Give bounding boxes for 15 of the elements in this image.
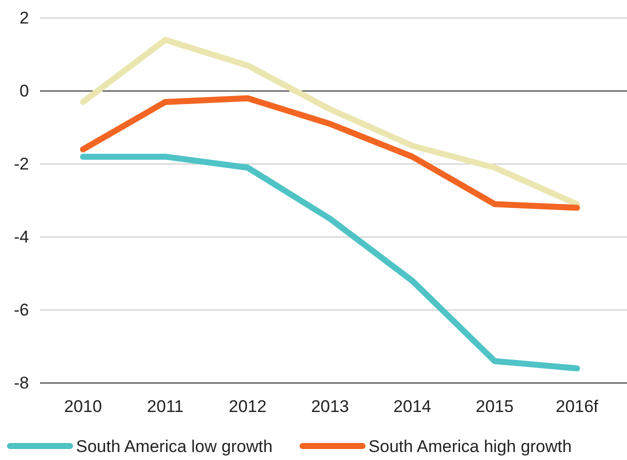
y-tick-label: -4 [14,227,29,246]
x-tick-label: 2014 [393,397,432,416]
y-tick-label: 0 [20,81,29,100]
y-tick-label: -6 [14,300,29,320]
x-tick-label: 2012 [228,397,267,416]
legend-label: South America low growth [76,437,273,456]
y-tick-label: 2 [20,8,29,28]
y-tick-label: -2 [14,154,29,174]
x-tick-label: 2015 [476,397,514,416]
legend-label: South America high growth [368,437,572,456]
x-tick-label: 2013 [311,397,349,416]
x-tick-label: 2011 [147,397,184,416]
y-tick-label: -8 [14,373,29,392]
x-tick-label: 2016f [556,397,599,416]
x-tick-label: 2010 [64,397,102,416]
